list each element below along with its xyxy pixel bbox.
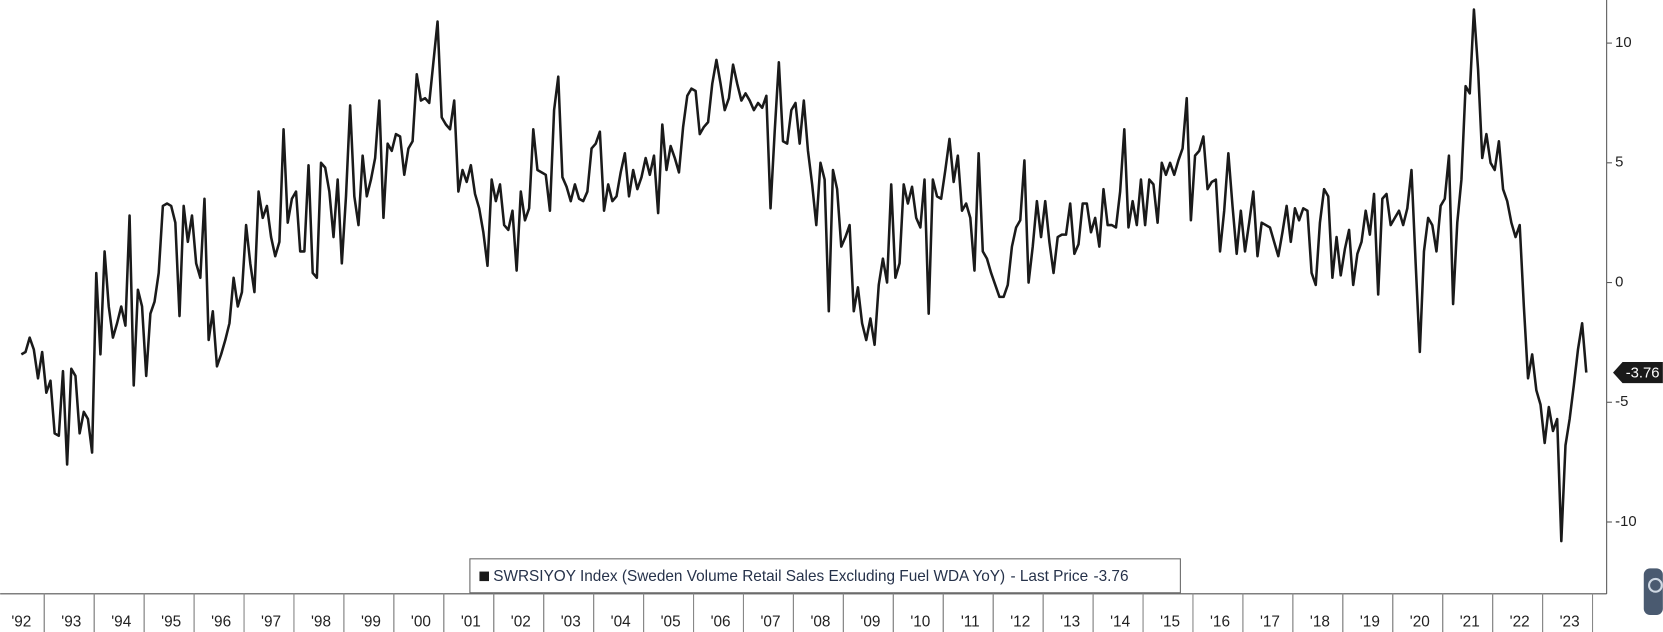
y-tick-label: -5: [1615, 394, 1628, 410]
x-tick-label: '14: [1110, 614, 1130, 631]
x-tick-label: '00: [411, 614, 431, 631]
legend-last-value: -3.76: [1093, 568, 1128, 585]
legend-box: [469, 558, 1181, 594]
x-tick-label: '04: [611, 614, 631, 631]
x-tick-label: '22: [1510, 614, 1530, 631]
x-tick-label: '11: [961, 614, 980, 631]
x-tick-label: '10: [910, 614, 930, 631]
x-tick-label: '20: [1410, 614, 1430, 631]
x-tick-label: '21: [1460, 614, 1480, 631]
last-price-tag: [1613, 361, 1663, 384]
y-tick-label: -10: [1615, 514, 1636, 530]
x-tick-label: '98: [311, 614, 331, 631]
y-tick-label: 10: [1615, 35, 1632, 51]
x-tick-label: '95: [161, 614, 181, 631]
x-tick-label: '99: [361, 614, 381, 631]
y-tick-label: 0: [1615, 274, 1623, 290]
x-tick-label: '94: [111, 614, 131, 631]
y-tick-label: 5: [1615, 155, 1623, 171]
legend-suffix: - Last Price: [1010, 568, 1088, 585]
x-tick-label: '92: [11, 614, 31, 631]
x-tick-label: '97: [261, 614, 281, 631]
x-tick-label: '08: [810, 614, 830, 631]
x-tick-label: '19: [1360, 614, 1380, 631]
x-tick-label: '05: [661, 614, 681, 631]
x-tick-label: '13: [1060, 614, 1080, 631]
x-tick-label: '01: [461, 614, 481, 631]
x-tick-label: '02: [511, 614, 531, 631]
x-tick-label: '93: [61, 614, 81, 631]
x-tick-label: '06: [711, 614, 731, 631]
last-price-label: -3.76: [1626, 366, 1660, 382]
x-tick-label: '96: [211, 614, 231, 631]
x-tick-label: '15: [1160, 614, 1180, 631]
x-tick-label: '18: [1310, 614, 1330, 631]
x-tick-label: '03: [561, 614, 581, 631]
x-tick-label: '07: [761, 614, 781, 631]
legend-swatch: [479, 571, 489, 582]
icon-ring: [1648, 577, 1663, 593]
x-tick-label: '17: [1260, 614, 1280, 631]
x-tick-label: '09: [860, 614, 880, 631]
x-tick-label: '16: [1210, 614, 1230, 631]
corner-icon: [1643, 568, 1663, 616]
x-tick-label: '23: [1560, 614, 1580, 631]
legend-series: SWRSIYOY Index (Sweden Volume Retail Sal…: [493, 568, 1005, 585]
series-line: [20, 8, 1588, 543]
legend: SWRSIYOY Index (Sweden Volume Retail Sal…: [469, 558, 1181, 594]
legend-text: SWRSIYOY Index (Sweden Volume Retail Sal…: [493, 568, 1128, 585]
x-tick-label: '12: [1010, 614, 1030, 631]
